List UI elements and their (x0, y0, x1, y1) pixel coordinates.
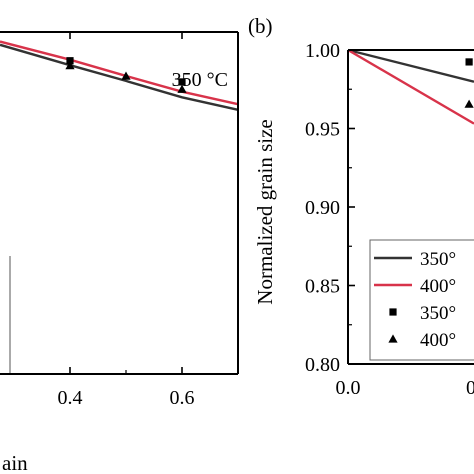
panel-b-y-tick-label: 1.00 (305, 40, 340, 62)
panel-b-y-tick-label: 0.85 (305, 276, 340, 298)
panel-a-marks (0, 40, 239, 111)
panel-b: 0.80 0.85 0.90 0.95 1.00 0.0 0. (b) Normalized… (248, 14, 474, 399)
panel-a-x-tick-label: 0.6 (170, 387, 195, 409)
panel-a-temperature-annotation: 350 °C (172, 69, 228, 91)
panel-b-y-axis-title: Normalized grain size (253, 119, 277, 304)
panel-a: 0.4 0.6 350 °C ain (0, 31, 239, 474)
panel-b-square-marker (465, 58, 473, 66)
panel-b-legend-square-swatch (389, 308, 397, 316)
panel-b-legend-triangle-swatch (388, 334, 398, 343)
panel-b-legend: 350° 400° 350° 400° (369, 239, 474, 361)
panel-b-label: (b) (248, 14, 273, 38)
panel-b-legend-label: 350° (420, 303, 456, 324)
panel-b-x-tick-label: 0.0 (336, 377, 361, 399)
panel-b-y-tick-label: 0.80 (305, 354, 340, 376)
panel-b-series-line-0 (347, 48, 474, 83)
panel-b-x-tick-label-partial: 0. (466, 377, 474, 399)
panel-a-series-line-0 (0, 43, 239, 111)
panel-a-square-marker (66, 57, 74, 65)
panel-b-axes: 0.80 0.85 0.90 0.95 1.00 0.0 0. (305, 40, 474, 399)
panel-b-series-line-1 (347, 48, 474, 125)
panel-a-x-tick-label: 0.4 (58, 387, 83, 409)
panel-a-axes: 0.4 0.6 (0, 31, 239, 409)
panel-b-y-tick-label: 0.95 (305, 119, 340, 141)
panel-b-triangle-marker (464, 99, 474, 108)
panel-a-triangle-marker (65, 61, 75, 70)
panel-a-square-marker (178, 78, 186, 86)
panel-a-x-axis-title: ain (2, 451, 28, 474)
panel-b-legend-label: 400° (420, 276, 456, 297)
panel-b-y-tick-label: 0.90 (305, 197, 340, 219)
panel-b-marks (347, 48, 474, 125)
panel-b-legend-label: 400° (420, 330, 456, 351)
panel-b-legend-label: 350° (420, 249, 456, 270)
panel-a-triangle-marker (177, 84, 187, 93)
panel-b-legend-box (369, 239, 474, 361)
panel-a-triangle-marker (121, 71, 131, 80)
